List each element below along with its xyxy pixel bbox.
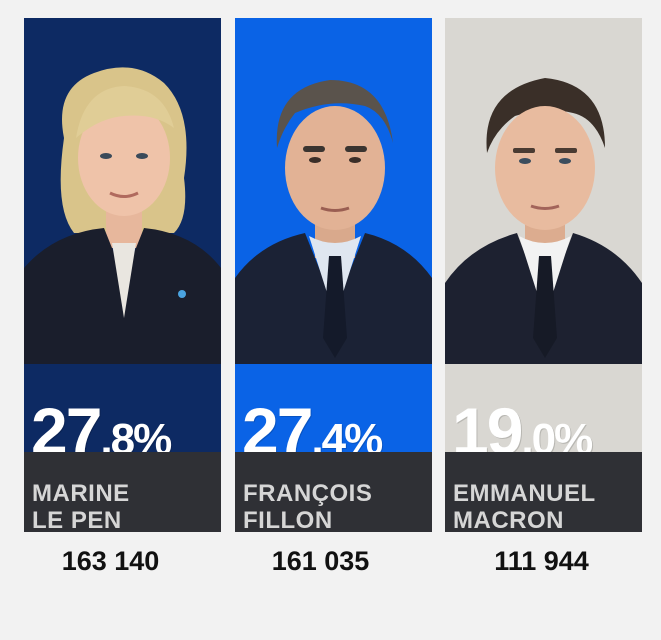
vote-count-le-pen: 163 140 (61, 546, 160, 576)
candidate-photo-fillon (235, 18, 432, 364)
name-band: FRANÇOIS FILLON (235, 452, 432, 532)
candidate-photo-le-pen (24, 18, 221, 364)
candidate-card-fillon: 27,4% FRANÇOIS FILLON (235, 18, 432, 532)
candidate-first-name: FRANÇOIS (243, 480, 373, 507)
candidate-first-name: EMMANUEL (453, 480, 596, 507)
percent-band (445, 364, 642, 452)
candidate-name: EMMANUEL MACRON (453, 480, 596, 532)
percent-band (24, 364, 221, 452)
vote-count-macron: 111 944 (494, 546, 589, 576)
candidate-name: MARINE LE PEN (32, 480, 130, 532)
candidate-card-macron: 19,0% EMMANUEL MACRON (445, 18, 642, 532)
candidate-last-name: LE PEN (32, 507, 122, 532)
name-band: EMMANUEL MACRON (445, 452, 642, 532)
candidate-card-le-pen: 27,8% MARINE LE PEN (24, 18, 221, 532)
candidate-photo-macron (445, 18, 642, 364)
percent-band (235, 364, 432, 452)
candidate-first-name: MARINE (32, 480, 130, 507)
vote-count-fillon: 161 035 (271, 546, 370, 576)
candidate-last-name: MACRON (453, 507, 564, 532)
candidate-name: FRANÇOIS FILLON (243, 480, 372, 532)
name-band: MARINE LE PEN (24, 452, 221, 532)
candidate-last-name: FILLON (243, 507, 333, 532)
